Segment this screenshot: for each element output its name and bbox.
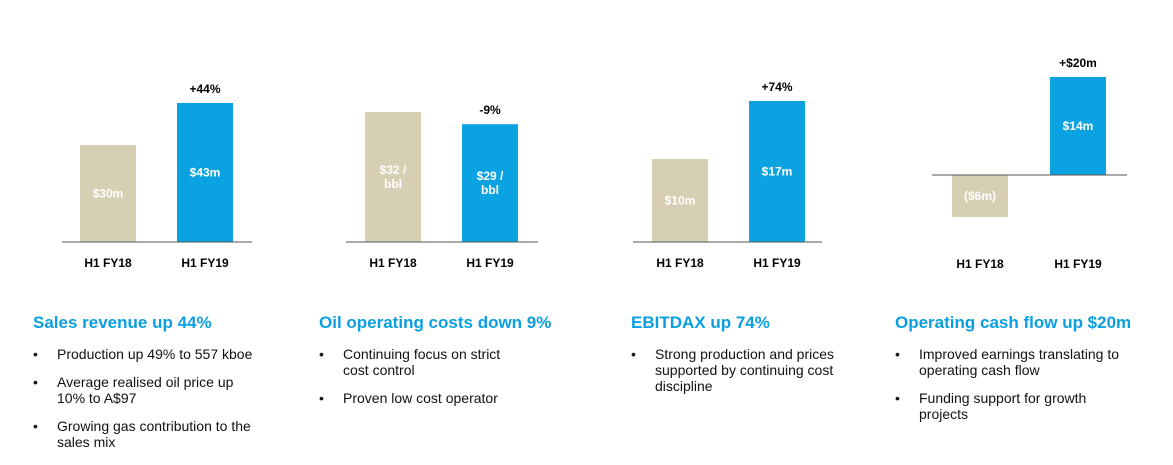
bullet-item: Proven low cost operator [319, 390, 549, 406]
category-label: H1 FY18 [956, 257, 1004, 271]
bar-value-label: $10m [665, 194, 696, 208]
bullet-item: Improved earnings translating to operati… [895, 346, 1159, 378]
oil-operating-costs-panel: $32 /bbl H1 FY18 $29 /bbl H1 FY19 -9% Oil op… [300, 0, 600, 465]
panel-heading: EBITDAX up 74% [631, 313, 770, 332]
panel-heading: Operating cash flow up $20m [895, 313, 1132, 332]
operating-cash-flow-chart: ($6m) H1 FY18 $14m H1 FY19 +$20m [932, 56, 1127, 271]
bar-value-label: $17m [762, 165, 793, 179]
panel-heading: Oil operating costs down 9% [319, 313, 552, 332]
ebitdax-chart: $10m H1 FY18 $17m H1 FY19 +74% [633, 80, 822, 270]
bar-h1-fy19 [462, 124, 518, 242]
bar-h1-fy18 [80, 145, 136, 242]
bullet-item: Funding support for growth projects [895, 390, 1119, 422]
change-label: -9% [479, 103, 501, 117]
category-label: H1 FY19 [1054, 257, 1102, 271]
bar-h1-fy19 [749, 101, 805, 242]
bar-value-label: $29 /bbl [477, 169, 504, 197]
bullet-list: Production up 49% to 557 kboe Average re… [33, 346, 295, 462]
bar-h1-fy19 [177, 103, 233, 242]
bar-value-label: ($6m) [964, 189, 996, 203]
bar-value-label: $43m [190, 166, 221, 180]
category-label: H1 FY19 [753, 256, 801, 270]
ebitdax-panel: $10m H1 FY18 $17m H1 FY19 +74% EBITDAX up 74… [600, 0, 900, 465]
bullet-item: Average realised oil price up 10% to A$9… [33, 374, 257, 406]
bullet-list: Strong production and prices supported b… [631, 346, 871, 406]
category-label: H1 FY19 [181, 256, 229, 270]
bar-h1-fy18 [365, 112, 421, 242]
bar-value-label: $32 /bbl [380, 163, 407, 191]
category-label: H1 FY18 [369, 256, 417, 270]
sales-revenue-panel: $30m H1 FY18 $43m H1 FY19 +44% Sales revenue… [0, 0, 300, 465]
oil-operating-costs-chart: $32 /bbl H1 FY18 $29 /bbl H1 FY19 -9% [346, 103, 538, 270]
bar-value-label: $30m [93, 187, 124, 201]
category-label: H1 FY18 [656, 256, 704, 270]
panel-heading: Sales revenue up 44% [33, 313, 212, 332]
change-label: +74% [761, 80, 792, 94]
bullet-item: Growing gas contribution to the sales mi… [33, 418, 287, 450]
category-label: H1 FY18 [84, 256, 132, 270]
bullet-item: Strong production and prices supported b… [631, 346, 865, 394]
bar-h1-fy18 [952, 175, 1008, 217]
bar-value-label: $14m [1063, 119, 1094, 133]
sales-revenue-chart: $30m H1 FY18 $43m H1 FY19 +44% [62, 82, 252, 270]
bullet-list: Continuing focus on strict cost control … [319, 346, 549, 418]
bar-h1-fy18 [652, 159, 708, 242]
operating-cash-flow-panel: ($6m) H1 FY18 $14m H1 FY19 +$20m Operating c… [880, 0, 1173, 465]
change-label: +$20m [1059, 56, 1097, 70]
bullet-list: Improved earnings translating to operati… [895, 346, 1165, 434]
bullet-item: Continuing focus on strict cost control [319, 346, 523, 378]
bullet-item: Production up 49% to 557 kboe [33, 346, 295, 362]
category-label: H1 FY19 [466, 256, 514, 270]
bar-h1-fy19 [1050, 77, 1106, 175]
change-label: +44% [189, 82, 220, 96]
